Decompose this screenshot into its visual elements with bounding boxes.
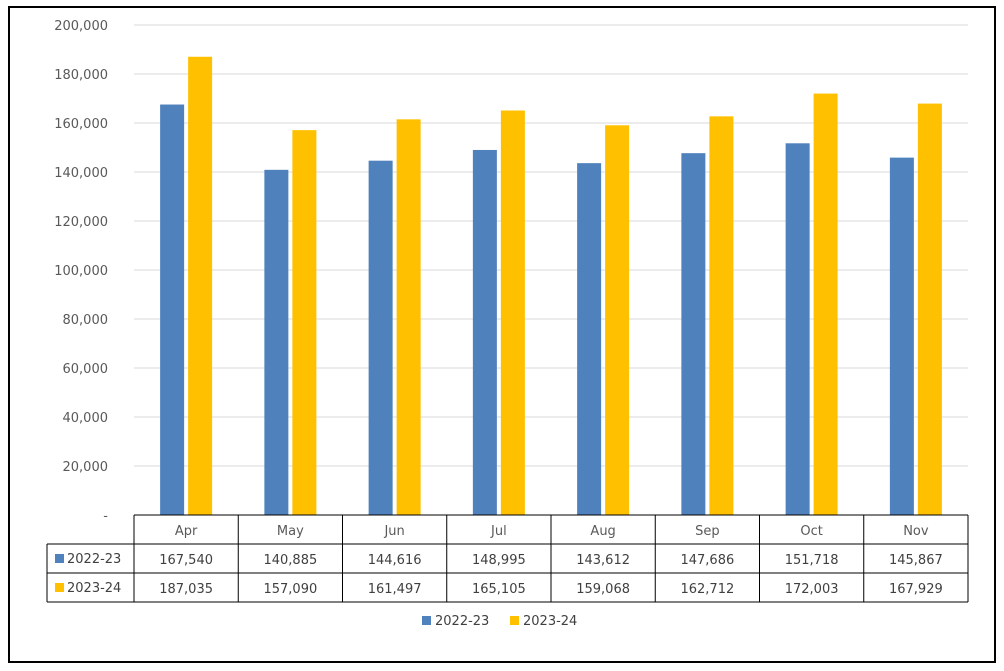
data-label: 151,718: [785, 553, 839, 568]
data-label: 187,035: [159, 582, 213, 597]
y-tick-label: -: [103, 509, 108, 524]
legend-key-icon: [55, 583, 64, 592]
y-axis-tick-labels: - 20,000 40,000 60,000 80,000 100,000 120,000 1…: [54, 19, 108, 524]
bar-2022-23-Sep: [681, 153, 706, 515]
bar-2023-24-Apr: [188, 56, 213, 515]
x-category-label: Oct: [800, 524, 822, 539]
bar-2023-24-Oct: [813, 93, 838, 515]
x-category-label: Aug: [590, 524, 615, 539]
data-label: 140,885: [263, 553, 317, 568]
data-label: 157,090: [263, 582, 317, 597]
y-tick-label: 40,000: [63, 411, 109, 426]
bar-2022-23-Aug: [577, 163, 602, 515]
data-table: Apr May Jun Jul Aug Sep Oct Nov 2022-23 167,540 14…: [46, 514, 969, 603]
data-label: 144,616: [368, 553, 422, 568]
y-tick-label: 140,000: [54, 166, 108, 181]
table-series-name: 2023-24: [67, 581, 121, 596]
bar-chart: - 20,000 40,000 60,000 80,000 100,000 120,000 1…: [46, 19, 969, 629]
gridlines: [134, 24, 968, 467]
data-label: 165,105: [472, 582, 526, 597]
bar-2022-23-Oct: [785, 143, 810, 515]
bar-2023-24-Aug: [605, 125, 630, 516]
data-label: 172,003: [785, 582, 839, 597]
y-tick-label: 20,000: [63, 460, 109, 475]
x-category-label: Jun: [383, 524, 404, 539]
legend-key-icon: [55, 554, 64, 563]
data-label: 161,497: [368, 582, 422, 597]
legend-swatch: [510, 616, 519, 625]
bar-2022-23-May: [264, 169, 289, 515]
data-label: 167,929: [889, 582, 943, 597]
y-tick-label: 80,000: [63, 313, 109, 328]
x-category-label: Jul: [490, 524, 507, 539]
y-tick-label: 120,000: [54, 215, 108, 230]
legend-swatch: [422, 616, 431, 625]
y-tick-label: 60,000: [63, 362, 109, 377]
table-series-name: 2022-23: [67, 552, 121, 567]
data-label: 147,686: [680, 553, 734, 568]
y-tick-label: 160,000: [54, 117, 108, 132]
bar-2023-24-May: [292, 130, 317, 515]
legend-entry: 2023-24: [523, 614, 577, 629]
y-tick-label: 180,000: [54, 68, 108, 83]
bar-2023-24-Sep: [709, 116, 734, 516]
chart-frame: - 20,000 40,000 60,000 80,000 100,000 120,000 1…: [8, 6, 996, 663]
bars: [160, 56, 942, 516]
legend-entry: 2022-23: [435, 614, 489, 629]
legend: 2022-23 2023-24: [422, 614, 577, 629]
bar-2022-23-Jul: [472, 149, 497, 515]
data-label: 159,068: [576, 582, 630, 597]
bar-2023-24-Jun: [396, 119, 421, 516]
x-category-label: May: [277, 524, 304, 539]
data-label: 145,867: [889, 553, 943, 568]
x-category-label: Sep: [695, 524, 720, 539]
data-label: 143,612: [576, 553, 630, 568]
data-label: 167,540: [159, 553, 213, 568]
data-label: 148,995: [472, 553, 526, 568]
x-category-label: Apr: [175, 524, 198, 539]
data-label: 162,712: [680, 582, 734, 597]
bar-2022-23-Nov: [889, 157, 914, 515]
y-tick-label: 100,000: [54, 264, 108, 279]
y-tick-label: 200,000: [54, 19, 108, 34]
bar-2023-24-Nov: [917, 103, 942, 516]
bar-2022-23-Jun: [368, 160, 393, 515]
bar-2023-24-Jul: [500, 110, 525, 516]
x-category-label: Nov: [903, 524, 929, 539]
bar-2022-23-Apr: [160, 104, 185, 515]
